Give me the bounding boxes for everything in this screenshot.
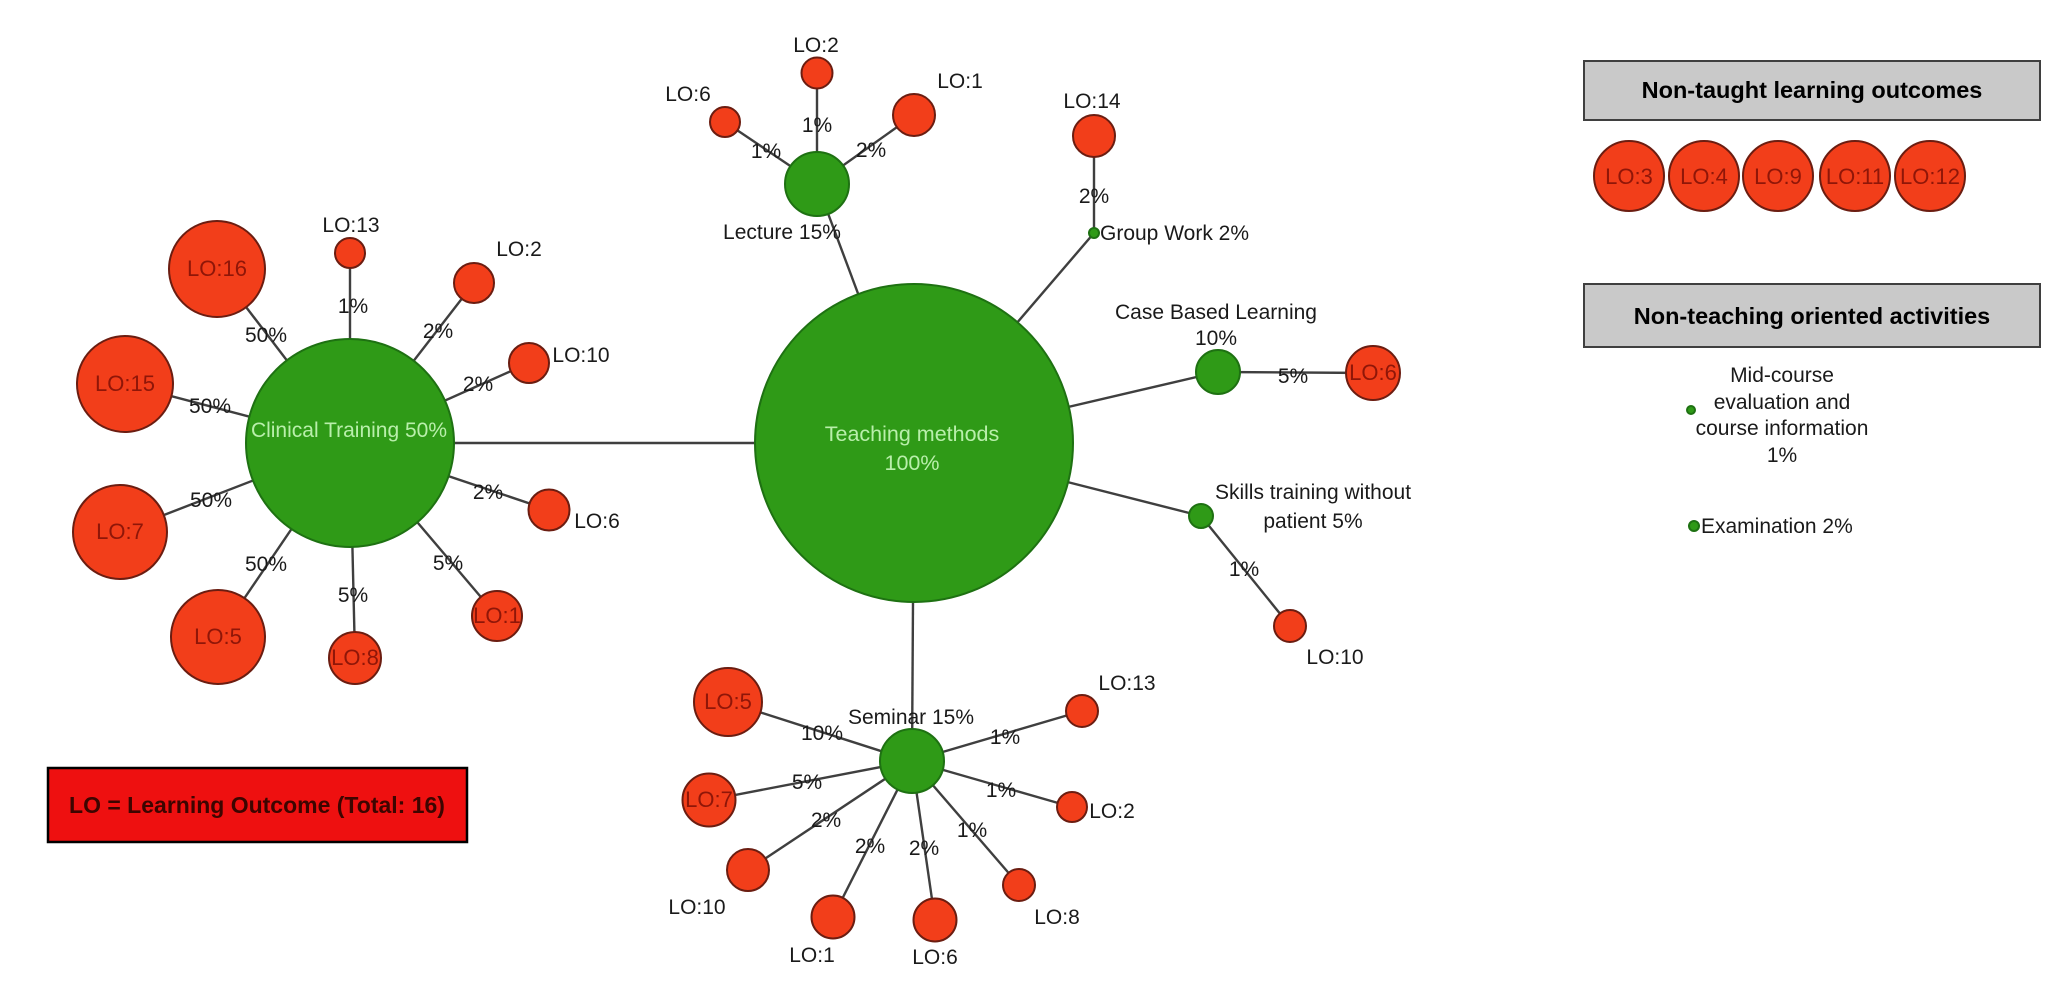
svg-text:LO = Learning Outcome (Total:: LO = Learning Outcome (Total: 16): [69, 792, 445, 818]
svg-text:10%: 10%: [1195, 327, 1237, 350]
svg-text:LO:10: LO:10: [1306, 646, 1363, 669]
svg-text:LO:4: LO:4: [1680, 164, 1728, 189]
svg-text:Examination 2%: Examination 2%: [1701, 515, 1853, 538]
svg-text:Teaching methods: Teaching methods: [825, 422, 1000, 446]
svg-text:course information: course information: [1696, 417, 1869, 440]
svg-text:2%: 2%: [463, 373, 493, 396]
svg-text:2%: 2%: [473, 481, 503, 504]
svg-text:LO:8: LO:8: [1034, 906, 1080, 929]
svg-text:Non-taught learning outcomes: Non-taught learning outcomes: [1642, 77, 1983, 103]
svg-text:2%: 2%: [855, 835, 885, 858]
svg-text:100%: 100%: [885, 451, 940, 475]
svg-text:LO:12: LO:12: [1900, 164, 1960, 189]
svg-text:LO:15: LO:15: [95, 371, 155, 396]
svg-text:Group Work 2%: Group Work 2%: [1100, 222, 1249, 245]
svg-text:LO:5: LO:5: [194, 624, 242, 649]
svg-text:2%: 2%: [423, 320, 453, 343]
svg-text:LO:6: LO:6: [574, 510, 620, 533]
svg-text:evaluation and: evaluation and: [1714, 391, 1851, 414]
svg-text:LO:2: LO:2: [793, 34, 839, 57]
svg-text:LO:2: LO:2: [1089, 800, 1135, 823]
svg-text:LO:2: LO:2: [496, 238, 542, 261]
svg-text:LO:9: LO:9: [1754, 164, 1802, 189]
svg-text:LO:11: LO:11: [1826, 164, 1884, 189]
svg-text:LO:3: LO:3: [1605, 164, 1653, 189]
svg-text:LO:7: LO:7: [96, 519, 144, 544]
svg-text:10%: 10%: [801, 722, 843, 745]
svg-text:LO:10: LO:10: [552, 344, 609, 367]
svg-text:2%: 2%: [811, 809, 841, 832]
svg-text:LO:6: LO:6: [665, 83, 711, 106]
svg-text:LO:8: LO:8: [331, 645, 379, 670]
svg-text:Case Based Learning: Case Based Learning: [1115, 301, 1317, 324]
svg-text:50%: 50%: [190, 489, 232, 512]
svg-text:Seminar 15%: Seminar 15%: [848, 706, 974, 729]
svg-text:Clinical Training 50%: Clinical Training 50%: [251, 419, 447, 442]
svg-text:1%: 1%: [990, 726, 1020, 749]
svg-text:LO:13: LO:13: [322, 214, 379, 237]
svg-text:1%: 1%: [751, 140, 781, 163]
svg-text:Non-teaching oriented activiti: Non-teaching oriented activities: [1634, 303, 1990, 329]
svg-text:2%: 2%: [1079, 185, 1109, 208]
svg-text:50%: 50%: [245, 553, 287, 576]
svg-text:LO:16: LO:16: [187, 256, 247, 281]
svg-text:patient 5%: patient 5%: [1263, 510, 1362, 533]
svg-text:LO:6: LO:6: [1349, 360, 1397, 385]
svg-text:LO:1: LO:1: [789, 944, 835, 967]
svg-text:2%: 2%: [909, 837, 939, 860]
svg-text:1%: 1%: [986, 779, 1016, 802]
svg-text:LO:1: LO:1: [937, 70, 983, 93]
svg-text:LO:7: LO:7: [685, 787, 733, 812]
svg-text:50%: 50%: [189, 395, 231, 418]
svg-text:5%: 5%: [1278, 365, 1308, 388]
svg-text:Mid-course: Mid-course: [1730, 364, 1834, 387]
svg-text:5%: 5%: [792, 771, 822, 794]
svg-text:LO:14: LO:14: [1063, 90, 1121, 113]
svg-text:1%: 1%: [338, 295, 368, 318]
svg-text:LO:1: LO:1: [473, 603, 521, 628]
svg-text:1%: 1%: [957, 819, 987, 842]
svg-text:5%: 5%: [433, 552, 463, 575]
svg-text:1%: 1%: [1229, 558, 1259, 581]
svg-text:LO:5: LO:5: [704, 689, 752, 714]
svg-text:5%: 5%: [338, 584, 368, 607]
svg-text:1%: 1%: [1767, 444, 1797, 467]
svg-text:LO:13: LO:13: [1098, 672, 1155, 695]
svg-text:2%: 2%: [856, 139, 886, 162]
svg-text:LO:6: LO:6: [912, 946, 958, 969]
svg-text:Skills training without: Skills training without: [1215, 481, 1411, 504]
svg-text:1%: 1%: [802, 114, 832, 137]
svg-text:50%: 50%: [245, 324, 287, 347]
svg-text:Lecture 15%: Lecture 15%: [723, 221, 841, 244]
svg-text:LO:10: LO:10: [668, 896, 725, 919]
